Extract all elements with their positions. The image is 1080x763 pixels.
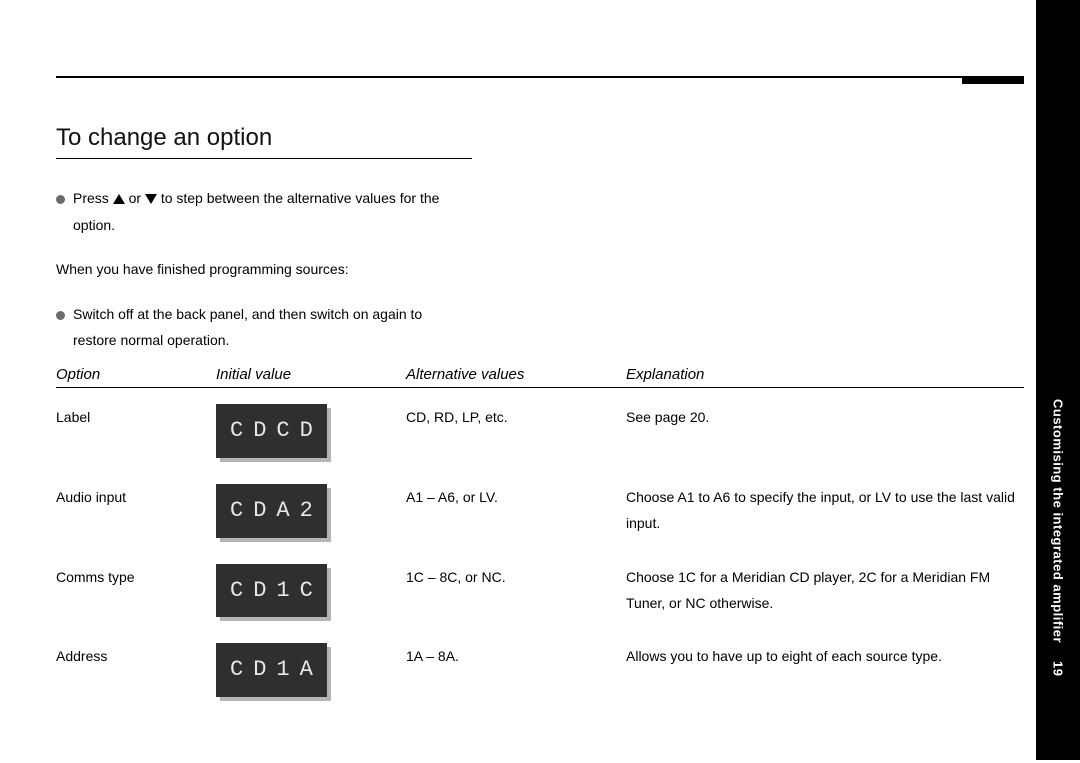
display-value: CD1A xyxy=(216,643,327,697)
cell-expl: See page 20. xyxy=(626,404,1024,431)
finished-text: When you have finished programming sourc… xyxy=(56,256,1024,283)
display-value: CDCD xyxy=(216,404,327,458)
table-row: Comms type CD1C 1C – 8C, or NC. Choose 1… xyxy=(56,564,1024,618)
table-row: Address CD1A 1A – 8A. Allows you to have… xyxy=(56,643,1024,697)
cell-expl: Choose 1C for a Meridian CD player, 2C f… xyxy=(626,564,1024,617)
bullet-icon xyxy=(56,195,65,204)
top-rule-tab xyxy=(962,76,1024,84)
th-alt: Alternative values xyxy=(406,366,626,383)
switch-line2: restore normal operation. xyxy=(56,327,1024,354)
table-row: Label CDCD CD, RD, LP, etc. See page 20. xyxy=(56,404,1024,458)
cell-alt: A1 – A6, or LV. xyxy=(406,484,626,511)
instruction-press-cont: option. xyxy=(56,212,1024,239)
bullet-icon xyxy=(56,311,65,320)
cell-option: Audio input xyxy=(56,484,216,511)
cell-option: Address xyxy=(56,643,216,670)
cell-alt: 1A – 8A. xyxy=(406,643,626,670)
cell-initial: CD1A xyxy=(216,643,406,697)
table-header-row: Option Initial value Alternative values … xyxy=(56,366,1024,388)
cell-alt: CD, RD, LP, etc. xyxy=(406,404,626,431)
triangle-down-icon xyxy=(145,194,157,204)
display-value: CD1C xyxy=(216,564,327,618)
instruction-press: Press or to step between the alternative… xyxy=(56,185,1024,212)
th-option: Option xyxy=(56,366,216,383)
cell-initial: CDCD xyxy=(216,404,406,458)
options-table: Option Initial value Alternative values … xyxy=(56,366,1024,697)
top-rule-line xyxy=(56,76,1024,78)
cell-option: Comms type xyxy=(56,564,216,591)
manual-page: To change an option Press or to step bet… xyxy=(0,0,1080,763)
instruction-switch: Switch off at the back panel, and then s… xyxy=(56,301,1024,328)
press-pre: Press xyxy=(73,190,113,206)
top-rule xyxy=(56,76,1024,78)
section-title: To change an option xyxy=(56,124,472,159)
display-value: CDA2 xyxy=(216,484,327,538)
cell-option: Label xyxy=(56,404,216,431)
page-number: 19 xyxy=(1051,661,1066,676)
cell-expl: Allows you to have up to eight of each s… xyxy=(626,643,1024,670)
cell-expl: Choose A1 to A6 to specify the input, or… xyxy=(626,484,1024,537)
side-tab-label: Customising the integrated amplifier xyxy=(1051,399,1066,643)
side-tab: Customising the integrated amplifier 19 xyxy=(1036,0,1080,760)
cell-initial: CD1C xyxy=(216,564,406,618)
press-post: to step between the alternative values f… xyxy=(161,190,440,206)
cell-alt: 1C – 8C, or NC. xyxy=(406,564,626,591)
switch-line1: Switch off at the back panel, and then s… xyxy=(73,301,422,328)
cell-initial: CDA2 xyxy=(216,484,406,538)
text-fragment: Press or to step between the alternative… xyxy=(73,185,439,212)
triangle-up-icon xyxy=(113,194,125,204)
press-mid: or xyxy=(129,190,145,206)
th-expl: Explanation xyxy=(626,366,1024,383)
th-initial: Initial value xyxy=(216,366,406,383)
table-row: Audio input CDA2 A1 – A6, or LV. Choose … xyxy=(56,484,1024,538)
